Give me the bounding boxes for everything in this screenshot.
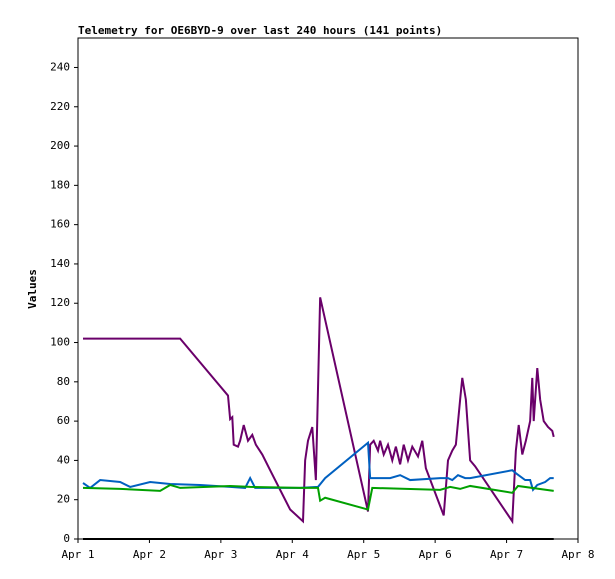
x-tick-label: Apr 3 — [204, 548, 237, 561]
y-tick-label: 160 — [50, 218, 70, 231]
y-tick-label: 180 — [50, 178, 70, 191]
series-line — [83, 297, 555, 525]
x-tick-label: Apr 1 — [61, 548, 94, 561]
chart-title: Telemetry for OE6BYD-9 over last 240 hou… — [78, 24, 442, 37]
y-tick-label: 120 — [50, 296, 70, 309]
plot-frame — [77, 37, 579, 540]
y-tick-label: 60 — [57, 414, 70, 427]
series-line — [82, 440, 554, 492]
y-tick-label: 140 — [50, 257, 70, 270]
y-axis-label: Values — [26, 269, 39, 309]
series-line — [82, 483, 554, 511]
x-tick-label: Apr 7 — [490, 548, 523, 561]
x-tick-label: Apr 8 — [561, 548, 594, 561]
y-tick-label: 240 — [50, 60, 70, 73]
x-tick-label: Apr 2 — [133, 548, 166, 561]
y-tick-label: 100 — [50, 336, 70, 349]
x-tick-label: Apr 6 — [419, 548, 452, 561]
y-tick-label: 200 — [50, 139, 70, 152]
y-tick-label: 20 — [57, 493, 70, 506]
y-tick-label: 40 — [57, 453, 70, 466]
y-tick-label: 80 — [57, 375, 70, 388]
y-tick-label: 220 — [50, 100, 70, 113]
x-tick-label: Apr 5 — [347, 548, 380, 561]
x-tick-label: Apr 4 — [276, 548, 309, 561]
y-tick-label: 0 — [63, 532, 70, 545]
